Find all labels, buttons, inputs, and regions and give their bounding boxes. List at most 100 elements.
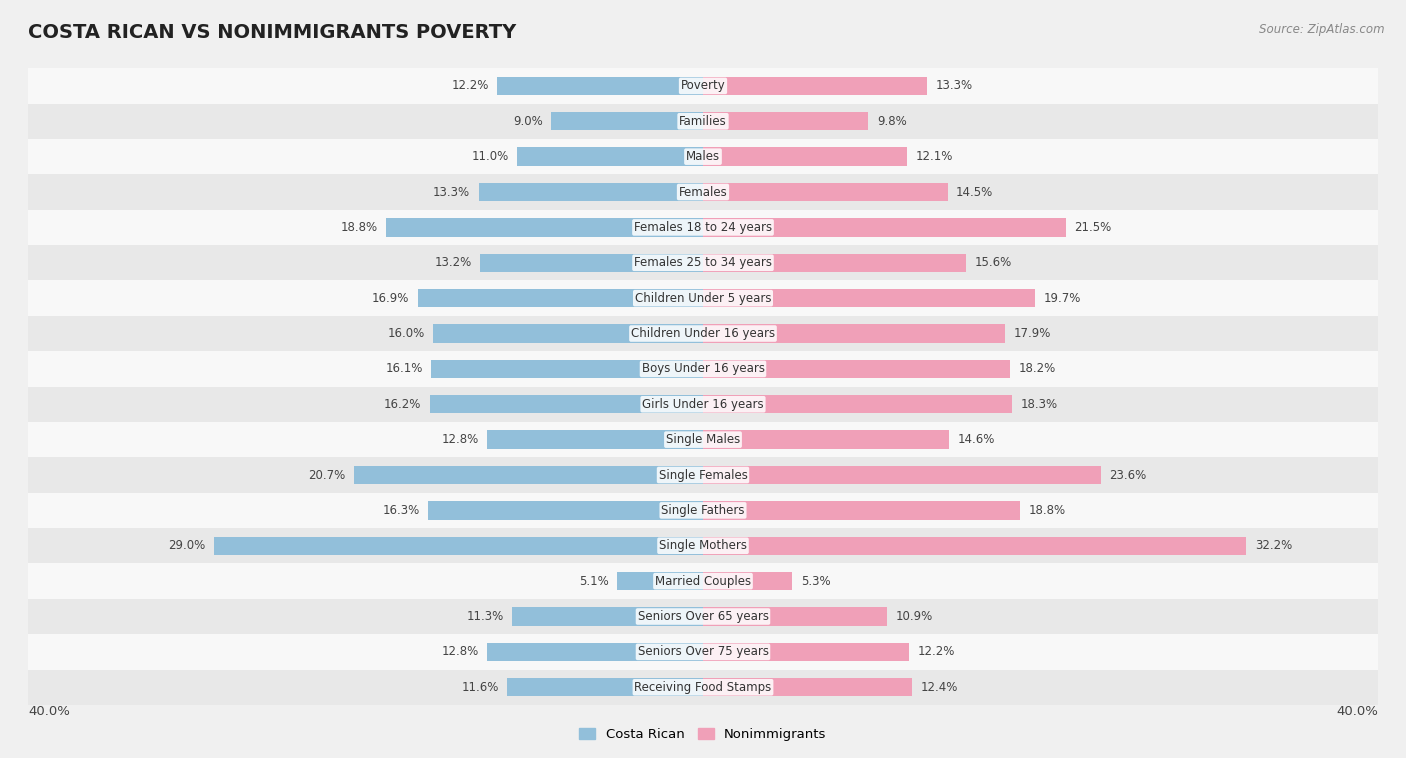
Bar [498, 77, 703, 95]
Text: 20.7%: 20.7% [308, 468, 346, 481]
Text: 12.8%: 12.8% [441, 645, 478, 659]
Bar [433, 324, 703, 343]
Text: 13.2%: 13.2% [434, 256, 472, 269]
Bar [617, 572, 703, 590]
Bar [703, 607, 887, 625]
Bar [703, 254, 966, 272]
Bar [478, 183, 703, 201]
Text: 11.0%: 11.0% [472, 150, 509, 163]
Text: 19.7%: 19.7% [1043, 292, 1081, 305]
Bar [703, 324, 1005, 343]
Text: Boys Under 16 years: Boys Under 16 years [641, 362, 765, 375]
Text: Single Males: Single Males [666, 433, 740, 446]
Bar [28, 528, 1378, 563]
Bar [512, 607, 703, 625]
Text: Children Under 16 years: Children Under 16 years [631, 327, 775, 340]
Bar [486, 431, 703, 449]
Text: 13.3%: 13.3% [936, 80, 973, 92]
Text: 18.8%: 18.8% [340, 221, 377, 234]
Bar [703, 537, 1246, 555]
Text: Single Fathers: Single Fathers [661, 504, 745, 517]
Text: 16.2%: 16.2% [384, 398, 422, 411]
Text: 11.3%: 11.3% [467, 610, 503, 623]
Bar [703, 218, 1066, 236]
Text: 12.8%: 12.8% [441, 433, 478, 446]
Bar [703, 77, 928, 95]
Bar [418, 289, 703, 307]
Text: 14.5%: 14.5% [956, 186, 993, 199]
Bar [703, 289, 1035, 307]
Bar [427, 501, 703, 519]
Text: 17.9%: 17.9% [1014, 327, 1050, 340]
Text: 11.6%: 11.6% [461, 681, 499, 694]
Bar [28, 457, 1378, 493]
Text: 32.2%: 32.2% [1254, 539, 1292, 553]
Bar [28, 669, 1378, 705]
Bar [703, 148, 907, 166]
Bar [28, 493, 1378, 528]
Text: 16.0%: 16.0% [388, 327, 425, 340]
Text: 18.3%: 18.3% [1021, 398, 1057, 411]
Bar [430, 395, 703, 413]
Text: Females: Females [679, 186, 727, 199]
Text: 12.2%: 12.2% [451, 80, 489, 92]
Text: Females 25 to 34 years: Females 25 to 34 years [634, 256, 772, 269]
Bar [28, 387, 1378, 422]
Text: 12.2%: 12.2% [917, 645, 955, 659]
Bar [28, 351, 1378, 387]
Bar [703, 395, 1012, 413]
Text: 16.1%: 16.1% [385, 362, 423, 375]
Text: 9.8%: 9.8% [877, 114, 907, 128]
Legend: Costa Rican, Nonimmigrants: Costa Rican, Nonimmigrants [574, 722, 832, 746]
Bar [703, 112, 869, 130]
Bar [703, 643, 908, 661]
Bar [28, 599, 1378, 634]
Bar [28, 245, 1378, 280]
Text: Families: Families [679, 114, 727, 128]
Bar [28, 104, 1378, 139]
Text: COSTA RICAN VS NONIMMIGRANTS POVERTY: COSTA RICAN VS NONIMMIGRANTS POVERTY [28, 23, 516, 42]
Text: 5.1%: 5.1% [579, 575, 609, 587]
Bar [703, 431, 949, 449]
Text: Seniors Over 75 years: Seniors Over 75 years [637, 645, 769, 659]
Text: 12.4%: 12.4% [921, 681, 957, 694]
Bar [354, 466, 703, 484]
Bar [486, 643, 703, 661]
Bar [28, 563, 1378, 599]
Bar [28, 174, 1378, 210]
Bar [481, 254, 703, 272]
Bar [551, 112, 703, 130]
Bar [703, 183, 948, 201]
Bar [703, 466, 1101, 484]
Text: Receiving Food Stamps: Receiving Food Stamps [634, 681, 772, 694]
Text: 16.9%: 16.9% [373, 292, 409, 305]
Bar [214, 537, 703, 555]
Text: Males: Males [686, 150, 720, 163]
Text: Single Females: Single Females [658, 468, 748, 481]
Text: Single Mothers: Single Mothers [659, 539, 747, 553]
Text: 29.0%: 29.0% [169, 539, 205, 553]
Text: 5.3%: 5.3% [801, 575, 831, 587]
Bar [28, 634, 1378, 669]
Text: 18.8%: 18.8% [1029, 504, 1066, 517]
Text: Children Under 5 years: Children Under 5 years [634, 292, 772, 305]
Text: 10.9%: 10.9% [896, 610, 932, 623]
Bar [28, 139, 1378, 174]
Text: 12.1%: 12.1% [915, 150, 953, 163]
Text: Females 18 to 24 years: Females 18 to 24 years [634, 221, 772, 234]
Bar [432, 360, 703, 378]
Text: 14.6%: 14.6% [957, 433, 995, 446]
Bar [28, 422, 1378, 457]
Text: 9.0%: 9.0% [513, 114, 543, 128]
Text: 13.3%: 13.3% [433, 186, 470, 199]
Bar [28, 280, 1378, 316]
Bar [517, 148, 703, 166]
Text: 40.0%: 40.0% [1336, 705, 1378, 718]
Text: Girls Under 16 years: Girls Under 16 years [643, 398, 763, 411]
Text: 16.3%: 16.3% [382, 504, 419, 517]
Text: Source: ZipAtlas.com: Source: ZipAtlas.com [1260, 23, 1385, 36]
Text: 23.6%: 23.6% [1109, 468, 1147, 481]
Bar [508, 678, 703, 697]
Text: 40.0%: 40.0% [28, 705, 70, 718]
Bar [385, 218, 703, 236]
